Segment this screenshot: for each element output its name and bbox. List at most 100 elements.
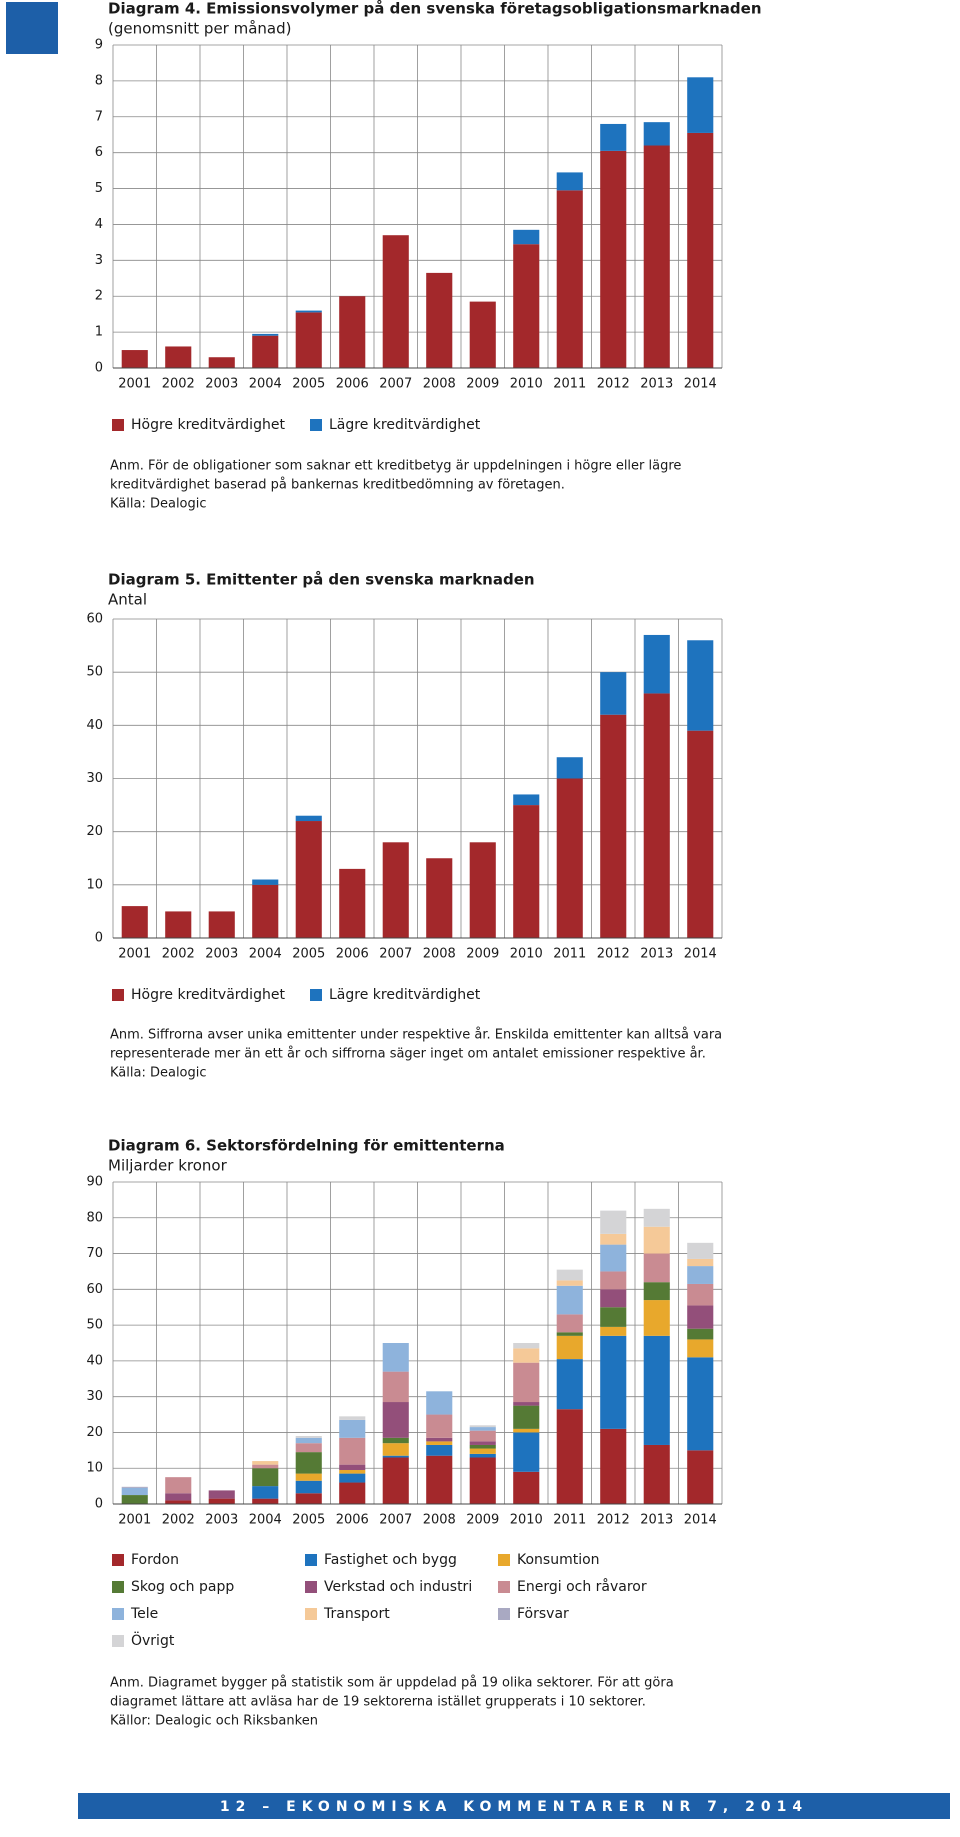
bar-segment	[165, 1500, 192, 1504]
y-tick-label: 60	[86, 1282, 103, 1297]
bar-segment	[208, 1498, 235, 1504]
chart-title: Diagram 6. Sektorsfördelning för emitten…	[108, 1137, 505, 1155]
footer: 12 – EKONOMISKA KOMMENTARER NR 7, 2014	[220, 1799, 808, 1815]
x-tick-label: 2007	[379, 1513, 412, 1528]
x-tick-label: 2013	[640, 947, 673, 962]
bar-segment	[252, 333, 279, 336]
bar-segment	[295, 312, 322, 368]
bar-segment	[687, 1242, 714, 1259]
x-tick-label: 2013	[640, 1513, 673, 1528]
y-tick-label: 0	[95, 1497, 103, 1512]
bar-segment	[382, 1371, 409, 1403]
bar-segment	[643, 693, 670, 938]
bar-segment	[165, 911, 192, 938]
y-tick-label: 0	[95, 361, 103, 376]
bar-segment	[687, 1305, 714, 1329]
legend-label: Högre kreditvärdighet	[131, 987, 285, 1003]
bar-segment	[600, 1289, 627, 1308]
bar-segment	[469, 1448, 496, 1454]
bar-segment	[643, 1208, 670, 1227]
bar-segment	[469, 1441, 496, 1445]
bar-segment	[295, 1436, 322, 1438]
x-tick-label: 2006	[336, 377, 369, 392]
x-tick-label: 2008	[423, 1513, 456, 1528]
legend-label: Energi och råvaror	[517, 1578, 647, 1595]
bar-segment	[687, 77, 714, 133]
bar-segment	[600, 1326, 627, 1336]
x-tick-label: 2009	[466, 1513, 499, 1528]
bar-segment	[295, 310, 322, 313]
note: Anm. Siffrorna avser unika emittenter un…	[110, 1028, 722, 1043]
x-tick-label: 2001	[118, 377, 151, 392]
bar-segment	[600, 714, 627, 938]
note: representerade mer än ett år och siffror…	[110, 1047, 706, 1062]
legend-swatch	[305, 1581, 317, 1593]
bar-segment	[600, 1233, 627, 1245]
x-tick-label: 2006	[336, 1513, 369, 1528]
bar-segment	[600, 123, 627, 151]
bar-segment	[121, 1487, 148, 1496]
bar-segment	[382, 235, 409, 368]
bar-segment	[513, 1471, 540, 1504]
bar-segment	[513, 229, 540, 245]
bar-segment	[382, 1343, 409, 1372]
bar-segment	[469, 1453, 496, 1458]
bar-segment	[295, 815, 322, 822]
bar-segment	[643, 145, 670, 368]
y-tick-label: 3	[95, 253, 103, 268]
x-tick-label: 2012	[597, 377, 630, 392]
bar-segment	[687, 1266, 714, 1284]
legend-swatch	[112, 989, 124, 1001]
x-tick-label: 2001	[118, 947, 151, 962]
bar-segment	[426, 1455, 453, 1504]
bar-segment	[643, 122, 670, 146]
bar-segment	[469, 1457, 496, 1504]
y-tick-label: 10	[86, 877, 103, 892]
bar-segment	[643, 1253, 670, 1283]
legend-swatch	[112, 1635, 124, 1647]
x-tick-label: 2007	[379, 947, 412, 962]
bar-segment	[382, 842, 409, 938]
bar-segment	[339, 1437, 366, 1465]
y-tick-label: 80	[86, 1210, 103, 1225]
bar-segment	[339, 1473, 366, 1483]
bar-segment	[252, 1498, 279, 1504]
bar-segment	[165, 1477, 192, 1494]
x-tick-label: 2009	[466, 377, 499, 392]
x-tick-label: 2010	[510, 377, 543, 392]
bar-segment	[556, 190, 583, 368]
bar-segment	[295, 1443, 322, 1453]
y-tick-label: 90	[86, 1175, 103, 1190]
bar-segment	[687, 132, 714, 368]
legend-swatch	[112, 419, 124, 431]
bar-segment	[208, 357, 235, 368]
legend-swatch	[310, 989, 322, 1001]
bar-segment	[687, 1283, 714, 1306]
bar-segment	[295, 1452, 322, 1474]
x-tick-label: 2014	[684, 1513, 717, 1528]
x-tick-label: 2004	[249, 377, 282, 392]
bar-segment	[600, 1210, 627, 1234]
x-tick-label: 2014	[684, 947, 717, 962]
x-tick-label: 2004	[249, 947, 282, 962]
bar-segment	[252, 1468, 279, 1487]
bar-segment	[513, 1343, 540, 1349]
x-tick-label: 2011	[553, 1513, 586, 1528]
bar-segment	[556, 1335, 583, 1360]
bar-segment	[426, 1444, 453, 1456]
y-tick-label: 20	[86, 1425, 103, 1440]
bar-segment	[339, 1482, 366, 1504]
bar-segment	[513, 1428, 540, 1433]
bar-segment	[687, 1357, 714, 1451]
bar-segment	[687, 1339, 714, 1358]
bar-segment	[469, 842, 496, 938]
bar-segment	[252, 884, 279, 938]
bar-segment	[556, 1269, 583, 1281]
bar-segment	[295, 1493, 322, 1504]
x-tick-label: 2012	[597, 947, 630, 962]
x-tick-label: 2009	[466, 947, 499, 962]
x-tick-label: 2014	[684, 377, 717, 392]
bar-segment	[513, 1432, 540, 1472]
legend-swatch	[498, 1581, 510, 1593]
